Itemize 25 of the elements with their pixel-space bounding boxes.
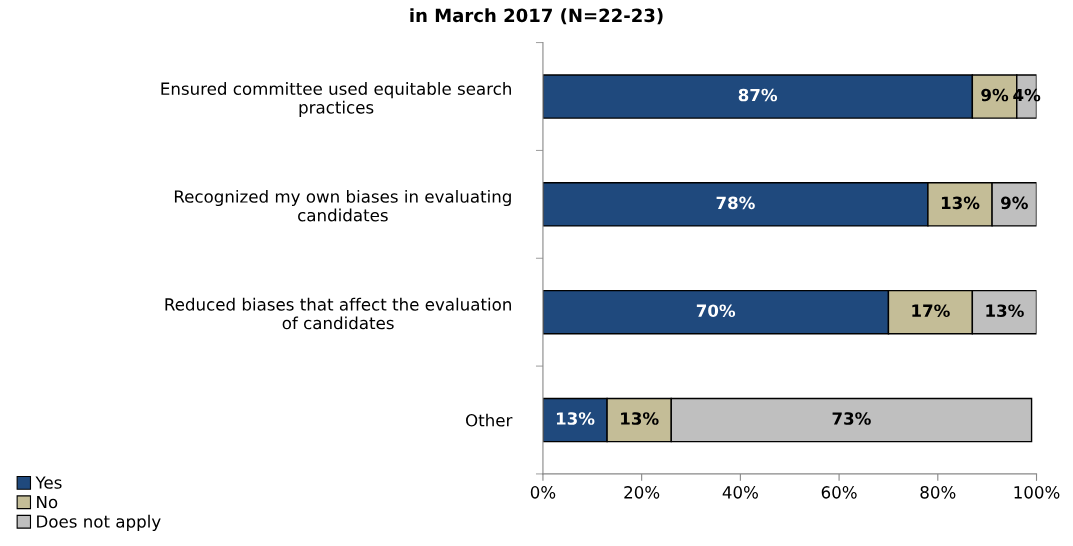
data-label: 9% [1001, 196, 1028, 210]
legend-label: No [37, 495, 58, 509]
data-label: 13% [986, 304, 1024, 318]
data-label: 17% [912, 304, 950, 318]
data-label: 73% [832, 412, 871, 425]
x-tick-label: 100% [1014, 486, 1060, 499]
x-tick-label: 20% [624, 486, 660, 499]
data-label: 13% [941, 196, 980, 210]
data-label: 87% [738, 88, 778, 102]
data-label: 70% [696, 304, 736, 318]
x-tick-label: 60% [821, 486, 857, 499]
data-label: 78% [716, 196, 755, 210]
data-label: 9% [981, 88, 1009, 102]
x-tick-label: 80% [920, 486, 956, 499]
data-label: 13% [621, 412, 659, 425]
data-label: 13% [556, 412, 595, 425]
chart-title: in March 2017 (N=22-23) [410, 8, 663, 25]
legend-label: Yes [35, 476, 62, 489]
y-tick-label: Recognized my own biases in evaluating candidates [174, 189, 511, 222]
x-tick-label: 40% [722, 486, 758, 499]
y-tick-label: Other [465, 413, 513, 427]
legend-label: Does not apply [37, 514, 161, 531]
y-tick-label: Reduced biases that affect the evaluation of candidates [165, 297, 511, 330]
y-tick-label: Ensured committee used equitable search practices [161, 82, 511, 117]
x-tick-label: 0% [530, 486, 556, 499]
